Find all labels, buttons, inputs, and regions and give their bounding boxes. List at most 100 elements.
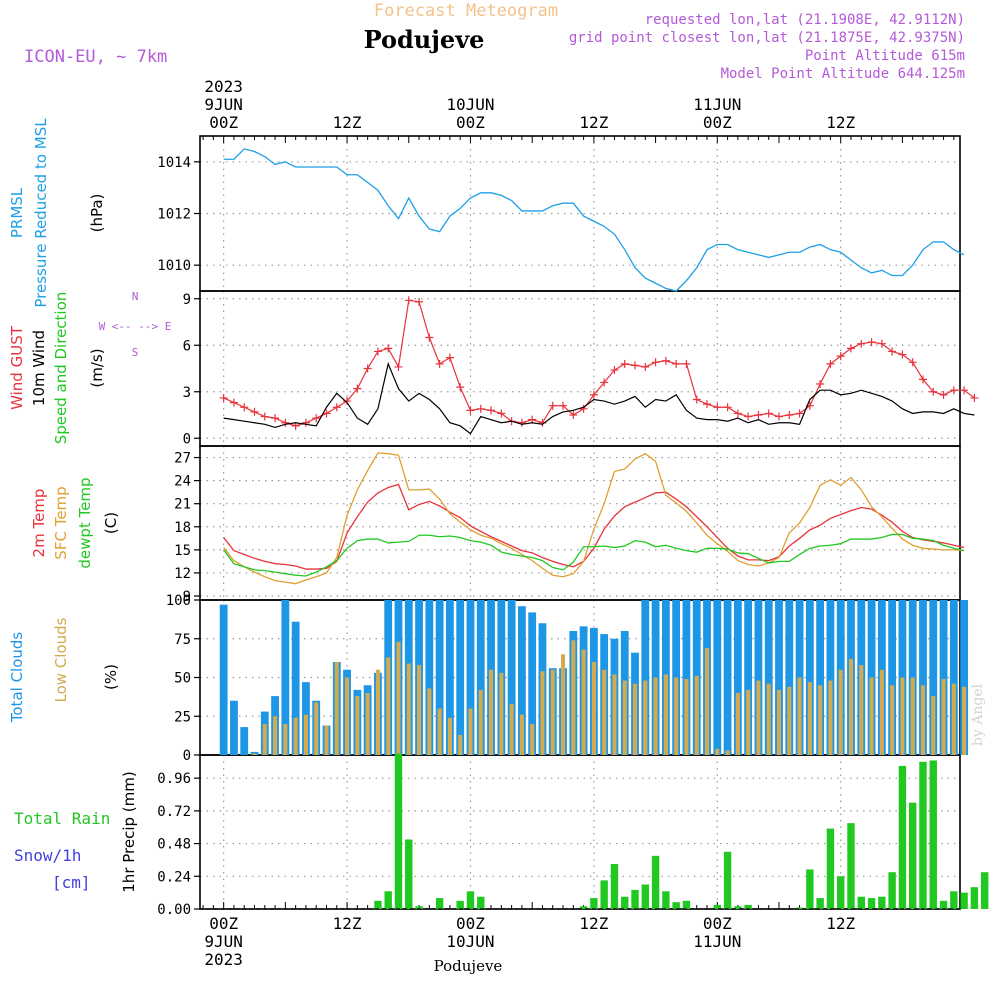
low-cloud-bar: [293, 717, 298, 755]
gust-marker: [661, 356, 670, 365]
gust-marker: [713, 403, 722, 412]
wind-line: [223, 361, 975, 435]
bottom-time-label: 9JUN: [204, 932, 243, 951]
low-cloud-bar: [756, 680, 761, 755]
top-time-label: 12Z: [579, 113, 608, 132]
total-cloud-bar: [528, 612, 537, 755]
low-cloud-bar: [406, 663, 411, 755]
gust-marker: [949, 386, 958, 395]
total-cloud-bar: [466, 600, 475, 755]
rain-bar: [980, 872, 989, 909]
bottom-time-label: 12Z: [579, 914, 608, 933]
gust-marker: [836, 352, 845, 361]
gust-marker: [877, 339, 886, 348]
temp-line-0: [223, 483, 965, 570]
panel-label: 10m Wind: [30, 330, 48, 406]
gust-marker: [857, 339, 866, 348]
panel-pressure: 1010 1012 1014: [157, 135, 961, 292]
snow-unit-label: [cm]: [52, 873, 91, 892]
low-cloud-bar: [715, 748, 720, 755]
low-cloud-bar: [416, 665, 422, 755]
gust-marker: [229, 398, 238, 407]
gust-marker: [332, 403, 341, 412]
ytick-label: 1010: [157, 258, 191, 274]
gust-marker: [476, 404, 485, 413]
low-cloud-bar: [375, 669, 380, 755]
gust-marker: [425, 333, 434, 342]
panel-label: 1hr Precip (mm): [120, 771, 138, 892]
low-cloud-bar: [602, 669, 607, 755]
gust-marker: [343, 397, 352, 406]
gust-marker: [754, 411, 763, 419]
total-cloud-bar: [476, 600, 485, 755]
low-cloud-bar: [324, 725, 329, 755]
gust-marker: [672, 359, 681, 368]
total-cloud-bar: [960, 600, 969, 755]
total-cloud-bar: [805, 600, 814, 755]
low-cloud-bar: [951, 683, 956, 755]
ytick-label: 9: [183, 589, 191, 605]
location-title: Podujeve: [364, 25, 485, 54]
gust-marker: [826, 359, 835, 368]
rain-bar: [826, 828, 835, 909]
low-cloud-bar: [458, 734, 463, 755]
gust-marker: [404, 296, 413, 305]
low-cloud-bar: [962, 686, 967, 755]
gridpoint-coords: grid point closest lon,lat (21.1875E, 42…: [569, 30, 965, 46]
gust-marker: [363, 364, 372, 373]
gust-line: [223, 299, 975, 427]
total-cloud-bar: [723, 600, 732, 755]
panel-label: (%): [102, 664, 120, 690]
bottom-time-label: 11JUN: [693, 932, 741, 951]
low-cloud-bar: [519, 714, 524, 755]
gust-marker: [373, 347, 382, 356]
panel-label: PRMSL: [8, 187, 26, 238]
panel-frame: [199, 290, 961, 447]
low-cloud-bar: [612, 674, 617, 755]
bottom-time-label: 00Z: [209, 914, 238, 933]
low-cloud-bar: [632, 683, 638, 755]
gust-marker: [384, 344, 393, 353]
rain-bar: [723, 851, 732, 909]
gust-marker: [579, 404, 588, 413]
panel-label: Speed and Direction: [52, 292, 70, 445]
low-cloud-bar: [807, 682, 812, 755]
ytick-label: 0.00: [157, 902, 191, 918]
ytick-label: 0: [183, 431, 191, 447]
low-cloud-bar: [941, 679, 946, 755]
gust-marker: [353, 384, 362, 393]
low-cloud-bar: [643, 680, 648, 755]
total-cloud-bar: [713, 600, 722, 755]
gust-marker: [487, 406, 496, 415]
rain-bar: [908, 802, 917, 909]
low-cloud-bar: [591, 662, 596, 755]
gust-marker: [816, 380, 825, 388]
low-cloud-bar: [365, 693, 370, 755]
rain-bar: [672, 902, 680, 909]
low-cloud-bar: [396, 641, 401, 755]
rain-bar: [929, 760, 937, 909]
requested-coords: requested lon,lat (21.1908E, 42.9112N): [645, 12, 965, 28]
rain-bar: [806, 869, 814, 909]
gust-marker: [600, 378, 609, 387]
ytick-label: 15: [174, 543, 191, 559]
rain-bar: [394, 753, 403, 909]
ytick-label: 0.48: [157, 837, 191, 853]
rain-bar: [898, 765, 907, 909]
rain-bar: [837, 876, 845, 909]
total-cloud-bar: [816, 600, 825, 755]
low-cloud-bar: [499, 672, 504, 755]
gust-marker: [785, 411, 794, 419]
top-time-label: 12Z: [826, 113, 855, 132]
gust-marker: [589, 390, 598, 399]
total-cloud-bar: [764, 600, 773, 755]
gust-marker: [723, 403, 732, 412]
ytick-label: 25: [174, 709, 191, 725]
low-cloud-bar: [550, 669, 555, 755]
low-cloud-bar: [303, 714, 308, 755]
gust-marker: [569, 411, 578, 419]
gust-marker: [846, 344, 855, 353]
ytick-label: 0.96: [157, 771, 191, 787]
gust-marker: [764, 409, 773, 418]
gust-marker: [466, 406, 475, 415]
